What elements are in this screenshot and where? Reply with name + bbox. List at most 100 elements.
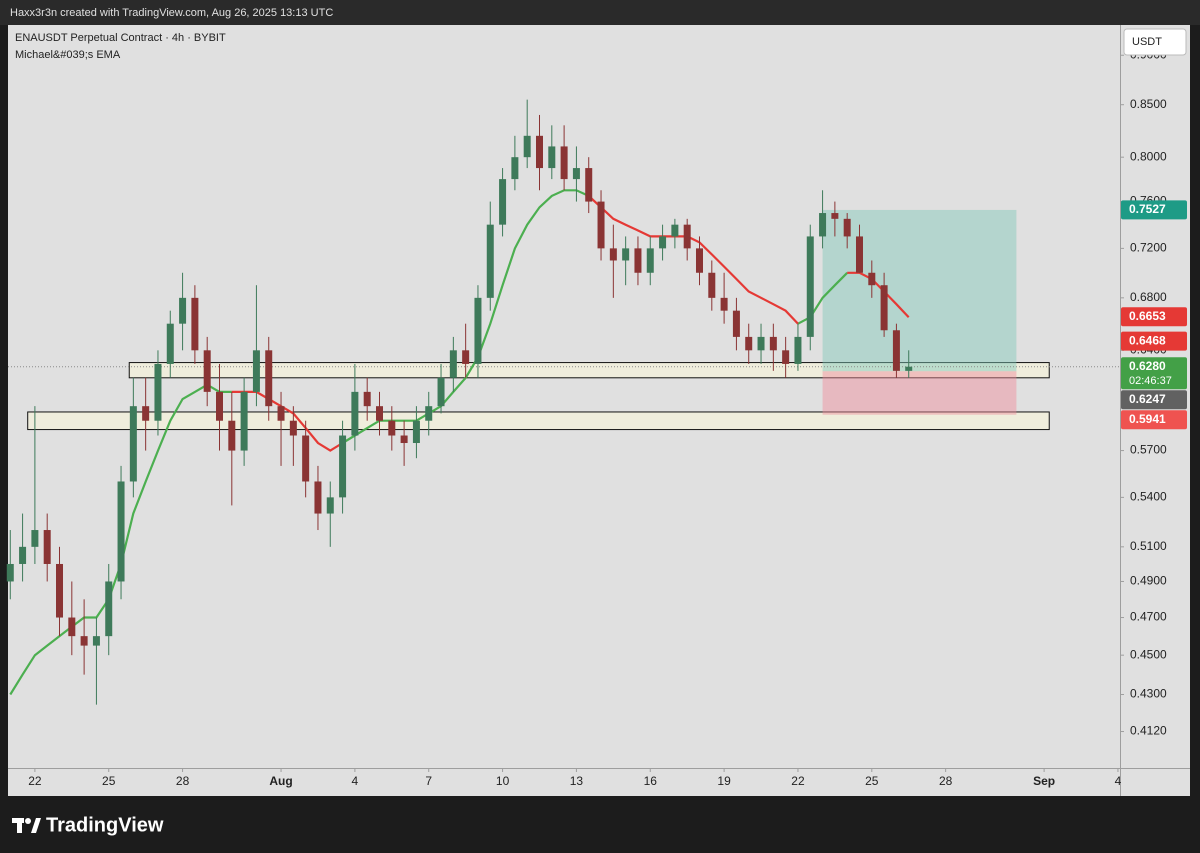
candle-body	[154, 363, 162, 421]
x-tick-label: 28	[176, 774, 190, 788]
candle-body	[892, 330, 900, 371]
candle-body	[831, 213, 839, 219]
candle-body	[745, 336, 753, 351]
candle-body	[289, 420, 297, 436]
candle-body	[388, 420, 396, 436]
indicator-name: Michael&#039;s EMA	[15, 49, 121, 61]
plot-area	[6, 99, 1120, 705]
y-tick-label: 0.8000	[1130, 149, 1167, 163]
top-bar	[0, 0, 1200, 25]
axes: 0.90000.85000.80000.76000.72000.68000.64…	[28, 47, 1187, 788]
price-label-box	[1121, 331, 1187, 351]
candle-body	[732, 310, 740, 337]
y-tick-label: 0.5100	[1130, 539, 1167, 553]
candle-body	[216, 391, 224, 421]
candle-body	[80, 636, 88, 646]
candle-body	[548, 146, 556, 169]
position-stop	[822, 371, 1017, 415]
candle-body	[363, 391, 371, 407]
candle-body	[425, 406, 433, 421]
y-tick-label: 0.7200	[1130, 241, 1167, 255]
candle-body	[339, 435, 347, 498]
price-label-text: 0.6653	[1129, 309, 1166, 323]
candle-body	[720, 297, 728, 311]
x-tick-label: 22	[28, 774, 42, 788]
candle-body	[905, 366, 913, 371]
y-tick-label: 0.4500	[1130, 647, 1167, 661]
x-tick-label: 28	[939, 774, 953, 788]
x-tick-label: Sep	[1033, 774, 1055, 788]
candle-body	[400, 435, 408, 444]
candle-body	[449, 350, 457, 378]
candle-body	[31, 530, 39, 547]
candle-body	[19, 546, 27, 564]
chart-title: ENAUSDT Perpetual Contract · 4h · BYBIT	[15, 32, 226, 44]
candle-body	[782, 350, 790, 364]
x-tick-label: 13	[570, 774, 584, 788]
price-label-text: 0.5941	[1129, 412, 1166, 426]
candle-body	[117, 481, 125, 582]
candle-body	[179, 297, 187, 324]
candle-body	[769, 336, 777, 351]
candle-body	[622, 248, 630, 261]
candle-body	[695, 248, 703, 273]
candle-body	[646, 248, 654, 273]
candle-body	[142, 406, 150, 421]
candle-body	[375, 406, 383, 421]
candle-body	[499, 179, 507, 225]
price-label-box	[1121, 357, 1187, 390]
currency-label[interactable]: USDT	[1132, 36, 1162, 48]
x-tick-label: 22	[791, 774, 805, 788]
candle-body	[634, 248, 642, 273]
price-label: 0.6468	[1121, 331, 1187, 351]
candle-body	[523, 135, 531, 158]
price-label-text: 0.6280	[1129, 359, 1166, 373]
candle-body	[56, 563, 64, 618]
currency-button[interactable]	[1123, 28, 1187, 56]
candle-body	[252, 350, 260, 392]
candle-body	[462, 350, 470, 364]
candle-body	[351, 391, 359, 436]
y-tick-label: 0.6800	[1130, 290, 1167, 304]
candle-body	[314, 481, 322, 514]
y-tick-label: 0.4120	[1130, 724, 1167, 738]
price-label-box	[1121, 307, 1187, 327]
candle-body	[794, 336, 802, 364]
candle-body	[326, 497, 334, 514]
candle-body	[240, 391, 248, 451]
candle-body	[203, 350, 211, 392]
candle-body	[819, 213, 827, 237]
header-text: Haxx3r3n created with TradingView.com, A…	[10, 7, 333, 19]
candle-body	[92, 636, 100, 646]
x-tick-label: 25	[102, 774, 116, 788]
candle-body	[572, 168, 580, 180]
countdown-text: 02:46:37	[1129, 375, 1172, 387]
candle-body	[486, 224, 494, 298]
candle-body	[228, 420, 236, 451]
x-tick-label: Aug	[269, 774, 292, 788]
footer-logo	[12, 818, 41, 833]
position-target	[822, 209, 1017, 372]
candle-body	[474, 297, 482, 364]
price-label-box	[1121, 200, 1187, 220]
price-label-box	[1121, 390, 1187, 410]
logo-mark	[17, 818, 22, 833]
candle-body	[683, 224, 691, 249]
candle-body	[535, 135, 543, 169]
y-tick-label: 0.8500	[1130, 97, 1167, 111]
price-label: 0.6247	[1121, 390, 1187, 410]
candle-body	[129, 406, 137, 482]
candle-body	[585, 168, 593, 202]
candle-body	[166, 323, 174, 364]
y-tick-label: 0.4700	[1130, 610, 1167, 624]
candle-body	[511, 157, 519, 180]
price-label: 0.7527	[1121, 200, 1187, 220]
candle-body	[412, 420, 420, 444]
price-label-box	[1121, 410, 1187, 430]
x-tick-label: 7	[425, 774, 432, 788]
price-label-text: 0.7527	[1129, 202, 1166, 216]
candle-body	[868, 272, 876, 286]
x-tick-label: 16	[644, 774, 658, 788]
candle-body	[277, 406, 285, 421]
candle-body	[806, 236, 814, 337]
